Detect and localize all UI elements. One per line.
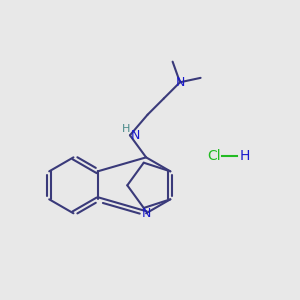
Text: N: N [175, 76, 185, 89]
Text: H: H [240, 149, 250, 163]
Text: N: N [141, 207, 151, 220]
Text: H: H [122, 124, 130, 134]
Text: Cl: Cl [207, 149, 221, 163]
Text: N: N [130, 129, 140, 142]
